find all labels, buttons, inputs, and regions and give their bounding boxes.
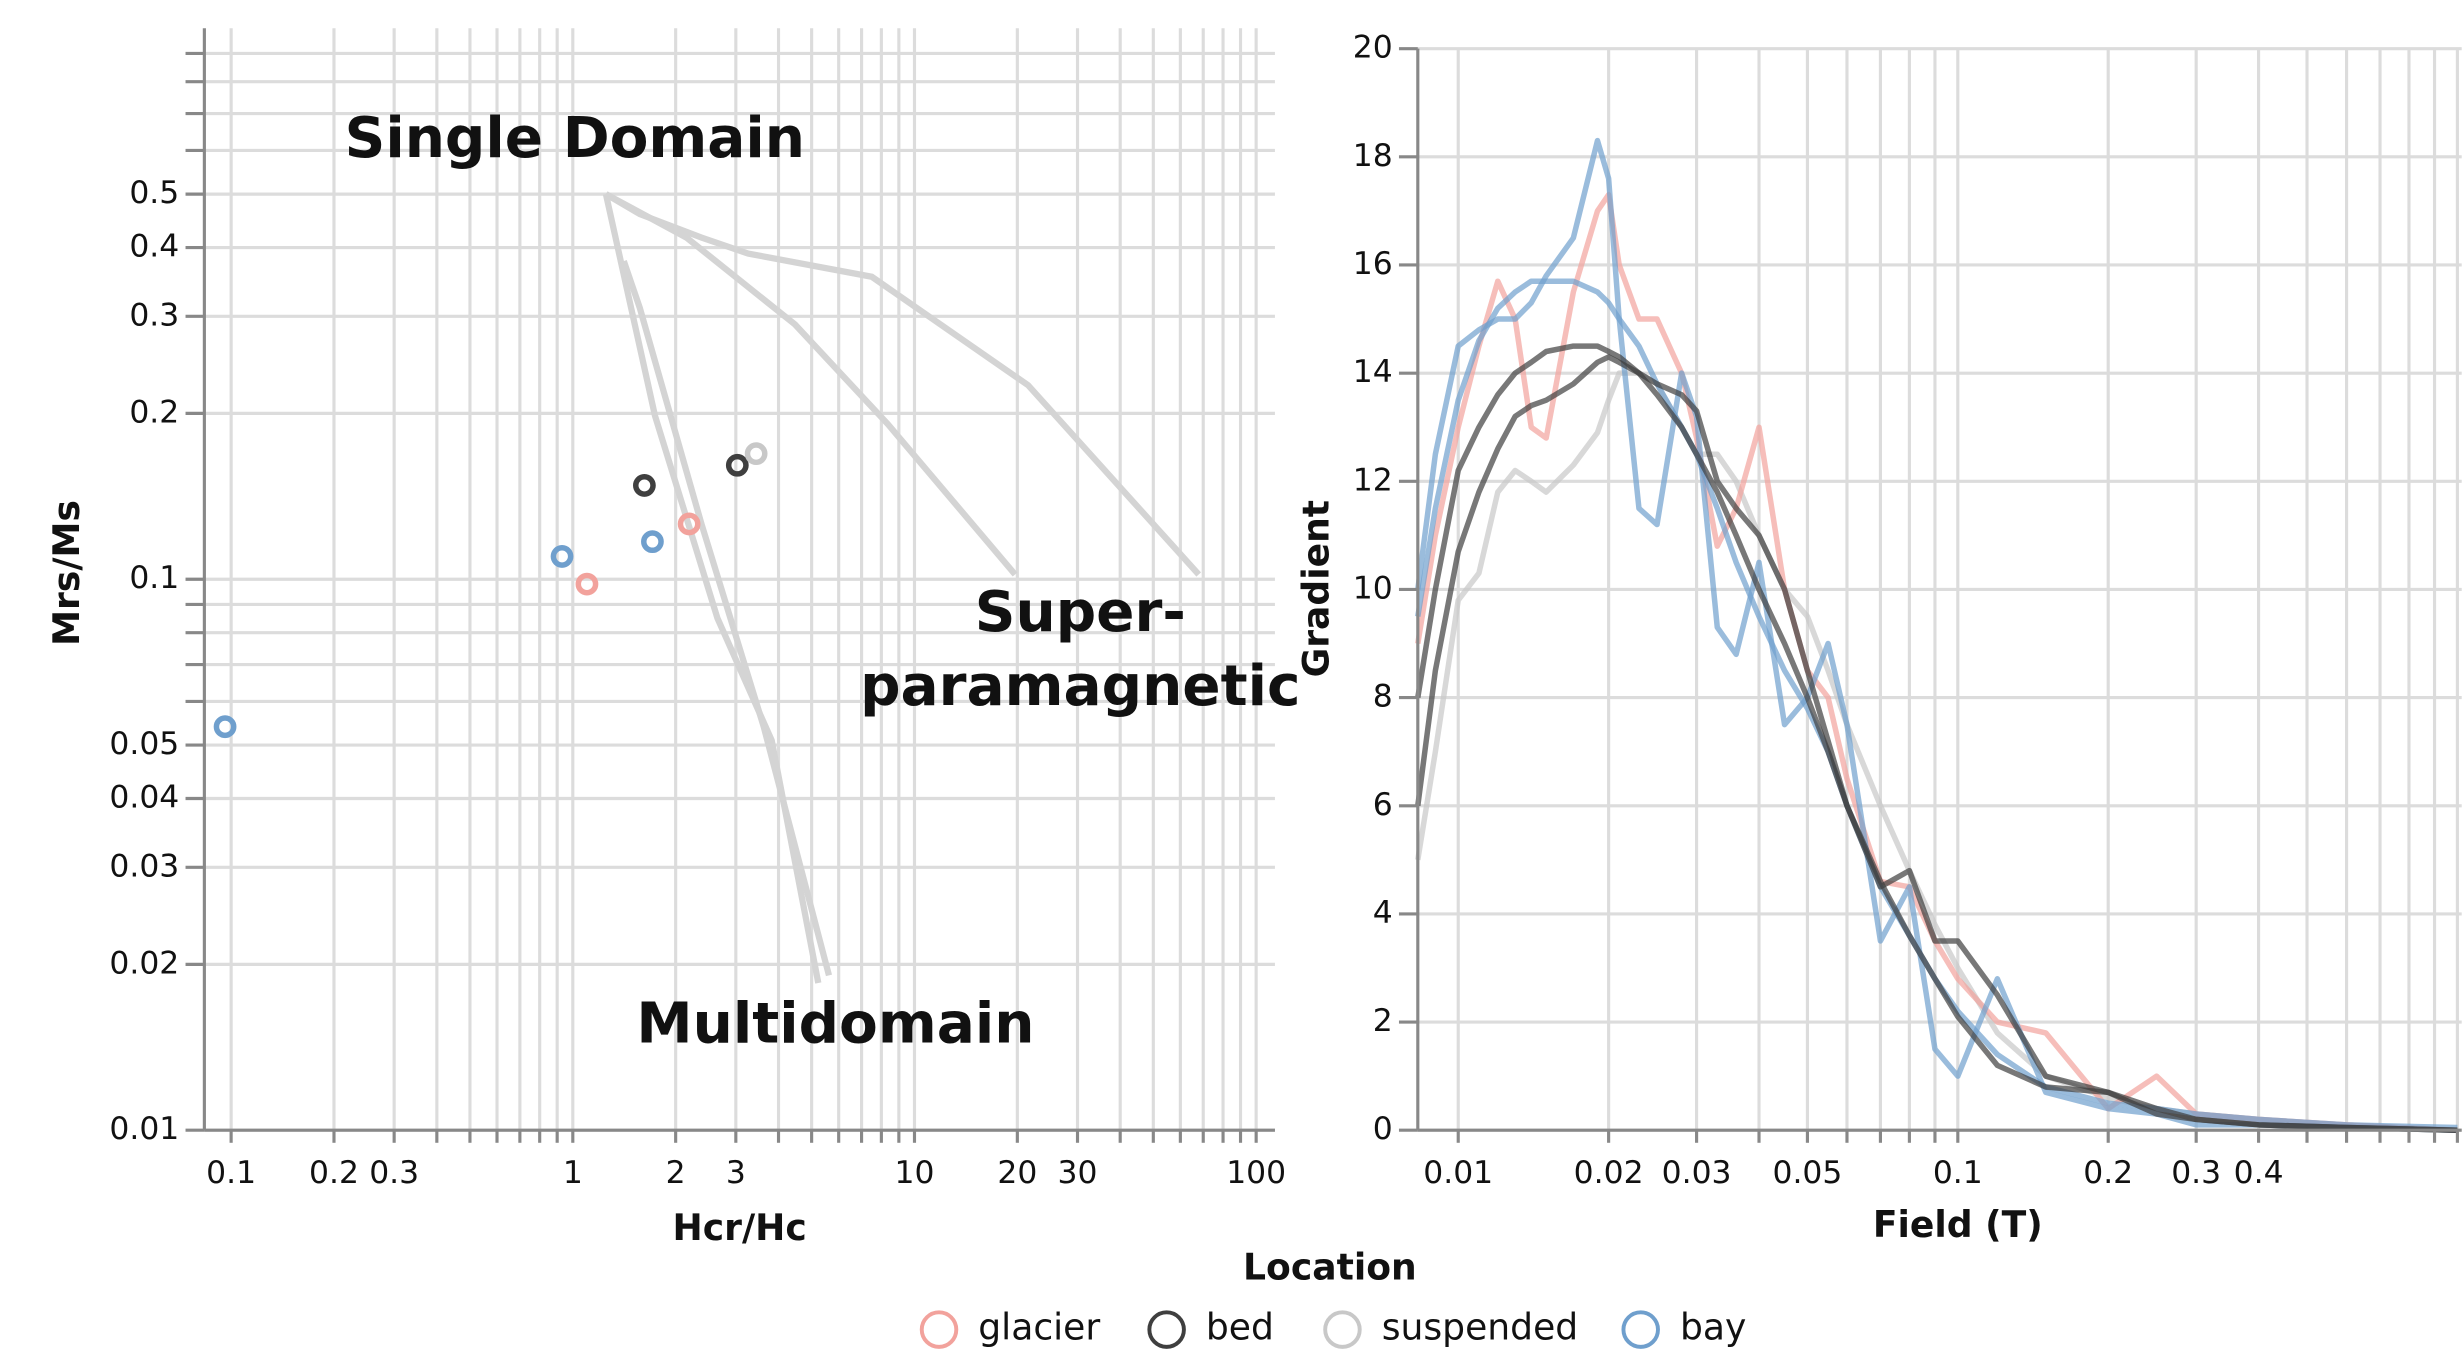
x-tick-label: 0.01 [1423, 1155, 1493, 1191]
x-tick-label: 10 [895, 1155, 935, 1191]
y-tick-label: 0.2 [129, 394, 179, 430]
line [1415, 278, 2458, 1131]
line [1415, 343, 2458, 1133]
y-tick-label: 18 [1353, 138, 1393, 174]
reference-curve [620, 260, 833, 977]
y-tick-label: 8 [1373, 679, 1393, 715]
annotation: Single Domain [345, 106, 805, 171]
point [633, 474, 656, 497]
x-tick-label: 1 [563, 1155, 583, 1191]
x-tick-label: 0.1 [1933, 1155, 1983, 1191]
y-tick-label: 16 [1353, 246, 1393, 282]
line [1415, 137, 2458, 1133]
y-axis-label: Gradient [1294, 500, 1337, 677]
x-tick-label: 30 [1058, 1155, 1098, 1191]
x-axis-label: Hcr/Hc [673, 1206, 807, 1249]
reference-curve [604, 191, 1018, 577]
line [1415, 354, 2458, 1133]
x-tick-label: 0.2 [2083, 1155, 2133, 1191]
x-tick-label: 3 [726, 1155, 746, 1191]
y-tick-label: 0.5 [129, 175, 179, 211]
y-tick-label: 0.4 [129, 229, 179, 265]
point [744, 442, 768, 466]
y-tick-label: 0.04 [109, 780, 179, 816]
y-tick-label: 0.02 [109, 945, 179, 981]
point [575, 572, 599, 596]
x-tick-label: 0.1 [206, 1155, 256, 1191]
point [550, 545, 574, 568]
annotation: Super- [975, 580, 1186, 645]
line [1415, 370, 2458, 1133]
legend-symbol [1621, 1310, 1660, 1349]
legend-label: suspended [1382, 1306, 1579, 1349]
legend-title: Location [1243, 1245, 1417, 1288]
y-axis-label: Mrs/Ms [45, 500, 88, 646]
x-tick-label: 0.4 [2234, 1155, 2284, 1191]
legend-label: glacier [978, 1306, 1100, 1349]
legend-label: bed [1206, 1306, 1274, 1349]
x-tick-label: 0.05 [1772, 1155, 1842, 1191]
point [641, 530, 664, 554]
x-tick-label: 0.02 [1574, 1155, 1644, 1191]
reference-curve [602, 193, 822, 984]
x-tick-label: 20 [997, 1155, 1037, 1191]
x-axis-label: Field (T) [1873, 1203, 2043, 1246]
y-tick-label: 14 [1353, 354, 1393, 390]
line [1415, 191, 2458, 1133]
y-tick-label: 2 [1373, 1003, 1393, 1039]
y-tick-label: 6 [1373, 787, 1393, 823]
x-tick-label: 100 [1226, 1155, 1286, 1191]
y-tick-label: 0 [1373, 1111, 1393, 1147]
y-tick-label: 0.3 [129, 297, 179, 333]
x-tick-label: 0.2 [309, 1155, 359, 1191]
legend-symbol [1323, 1310, 1362, 1349]
y-tick-label: 0.1 [129, 560, 179, 596]
legend-symbol [919, 1310, 959, 1349]
legend-symbol [1147, 1310, 1186, 1349]
point [677, 512, 701, 536]
point [725, 453, 749, 477]
x-tick-label: 0.3 [369, 1155, 419, 1191]
y-tick-label: 10 [1353, 570, 1393, 606]
point [213, 715, 237, 739]
annotation: paramagnetic [860, 654, 1300, 719]
y-tick-label: 0.03 [109, 848, 179, 884]
annotation: Multidomain [636, 991, 1034, 1056]
y-tick-label: 12 [1353, 462, 1393, 498]
y-tick-label: 20 [1353, 30, 1393, 66]
x-tick-label: 0.3 [2171, 1155, 2221, 1191]
y-tick-label: 0.05 [109, 726, 179, 762]
legend-label: bay [1680, 1306, 1746, 1349]
y-tick-label: 0.01 [109, 1111, 179, 1147]
x-tick-label: 2 [666, 1155, 686, 1191]
y-tick-label: 4 [1373, 895, 1393, 931]
x-tick-label: 0.03 [1662, 1155, 1732, 1191]
